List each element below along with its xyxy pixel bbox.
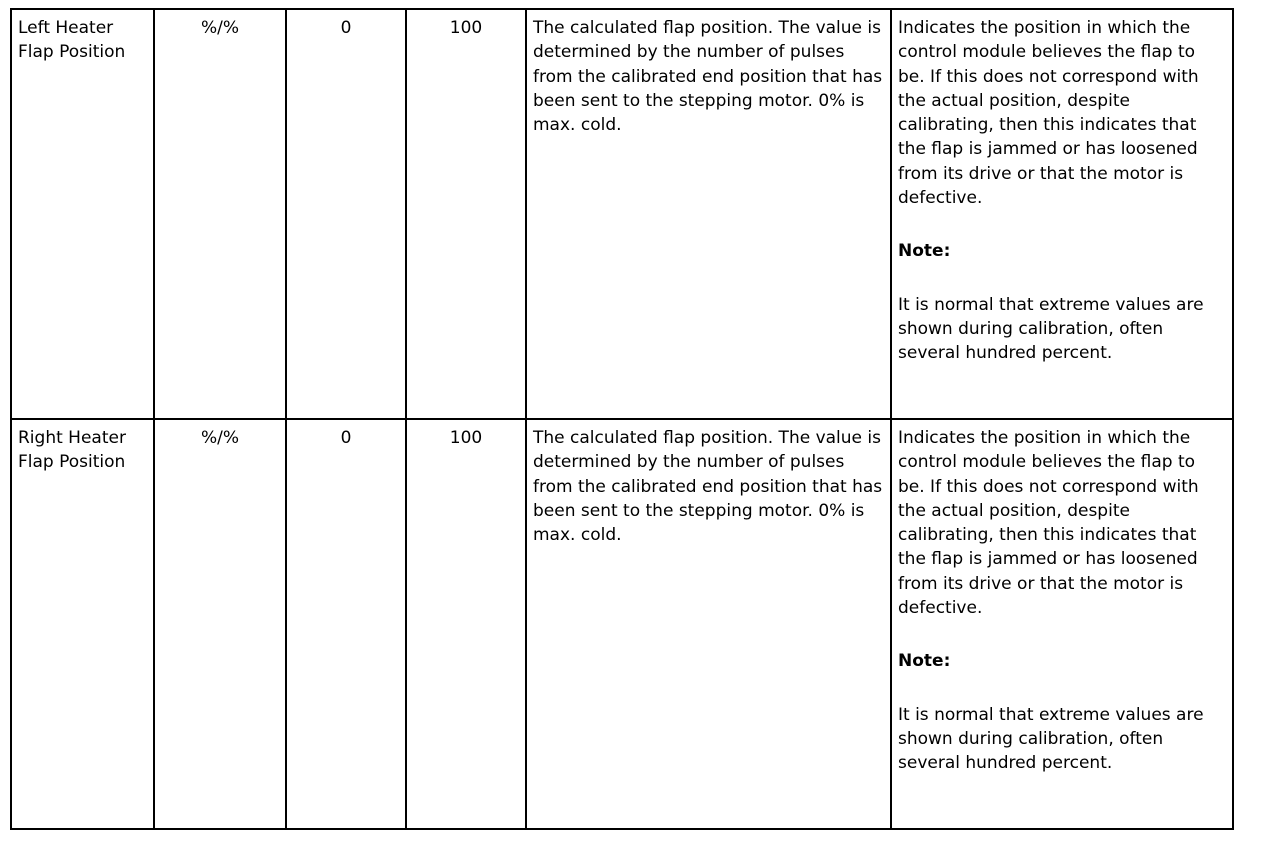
description: The calculated flap position. The value … bbox=[525, 418, 892, 830]
value-name: Right Heater Flap Position bbox=[10, 418, 155, 830]
value-name: Left Heater Flap Position bbox=[10, 8, 155, 420]
unit: %/% bbox=[153, 418, 287, 830]
measured-values-table: Left Heater Flap Position %/% 0 100 The … bbox=[10, 8, 1234, 830]
diagnosis-cell: Indicates the position in which the cont… bbox=[890, 418, 1234, 830]
max-value: 100 bbox=[405, 418, 527, 830]
max-value: 100 bbox=[405, 8, 527, 420]
note-label: Note: bbox=[898, 651, 951, 672]
diagnosis-text: Indicates the position in which the cont… bbox=[898, 428, 1199, 619]
min-value: 0 bbox=[285, 8, 407, 420]
note-label: Note: bbox=[898, 241, 951, 262]
diagnosis-text: Indicates the position in which the cont… bbox=[898, 18, 1199, 209]
table-row: Right Heater Flap Position %/% 0 100 The… bbox=[10, 418, 1234, 830]
unit: %/% bbox=[153, 8, 287, 420]
table-row: Left Heater Flap Position %/% 0 100 The … bbox=[10, 8, 1234, 420]
description: The calculated flap position. The value … bbox=[525, 8, 892, 420]
diagnosis-cell: Indicates the position in which the cont… bbox=[890, 8, 1234, 420]
note-text: It is normal that extreme values are sho… bbox=[898, 704, 1204, 774]
min-value: 0 bbox=[285, 418, 407, 830]
note-text: It is normal that extreme values are sho… bbox=[898, 294, 1204, 364]
